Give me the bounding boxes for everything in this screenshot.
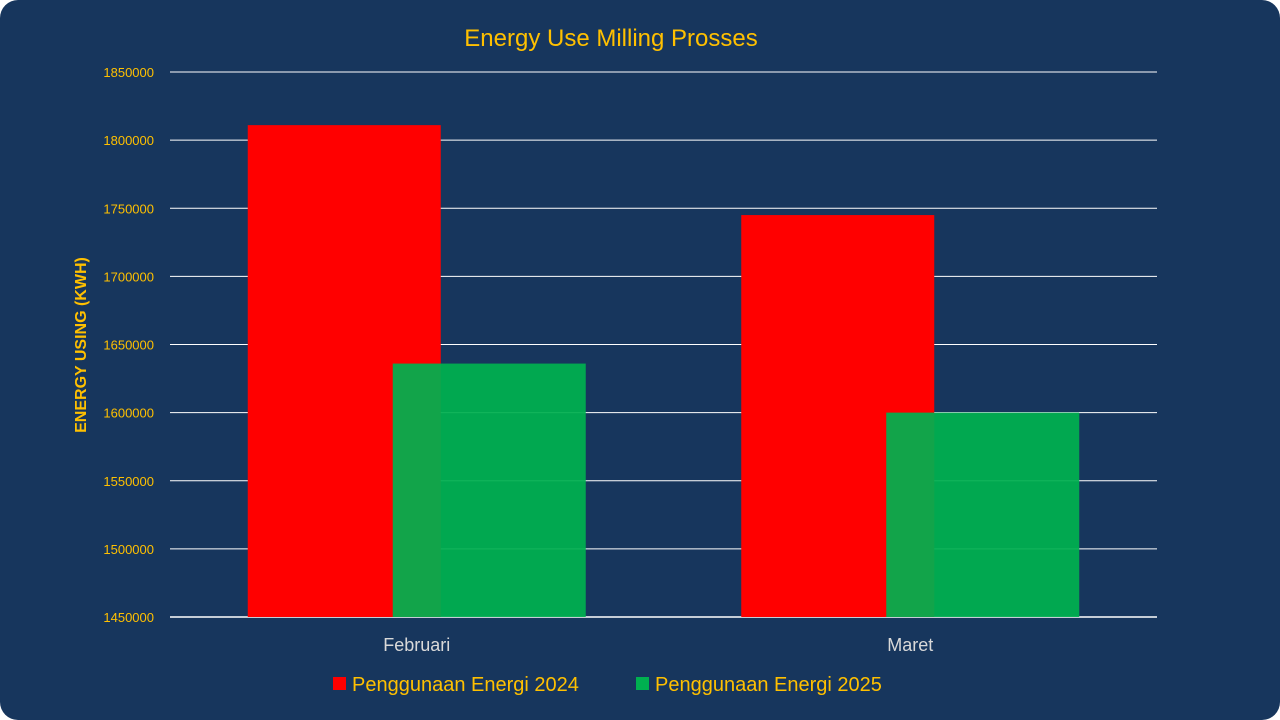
- bar-2025-maret: [886, 412, 1080, 617]
- y-tick-label: 1550000: [103, 474, 154, 489]
- bar-2025-februari: [392, 363, 586, 617]
- y-tick-label: 1700000: [103, 269, 154, 284]
- y-tick-label: 1800000: [103, 133, 154, 148]
- legend: Penggunaan Energi 2024 Penggunaan Energi …: [333, 674, 882, 696]
- chart-title: Energy Use Milling Prosses: [464, 25, 757, 52]
- bars: [247, 125, 1080, 617]
- y-tick-label: 1850000: [103, 65, 154, 80]
- legend-swatch: [636, 677, 649, 690]
- x-category-label: Februari: [383, 635, 450, 655]
- x-axis-categories: Februari Maret: [383, 635, 933, 655]
- legend-entry: Penggunaan Energi 2025: [655, 674, 882, 696]
- y-tick-label: 1450000: [103, 610, 154, 625]
- y-axis-label: ENERGY USING (KWH): [73, 257, 90, 433]
- y-tick-label: 1650000: [103, 338, 154, 353]
- y-tick-label: 1500000: [103, 542, 154, 557]
- y-axis-ticks: 1450000 1500000 1550000 1600000 1650000 17000…: [103, 65, 154, 625]
- y-tick-label: 1750000: [103, 201, 154, 216]
- y-tick-label: 1600000: [103, 406, 154, 421]
- legend-entry: Penggunaan Energi 2024: [352, 674, 579, 696]
- x-category-label: Maret: [887, 635, 933, 655]
- legend-swatch: [333, 677, 346, 690]
